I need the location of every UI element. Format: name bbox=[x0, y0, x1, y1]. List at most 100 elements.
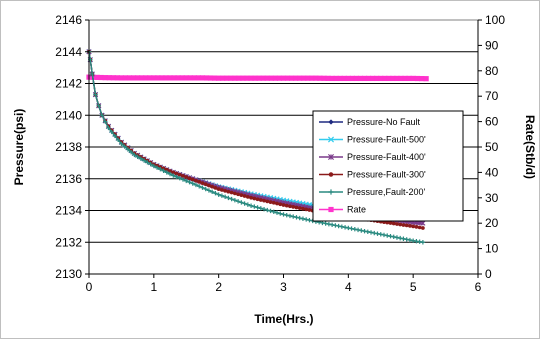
y-tick-label: 2142 bbox=[55, 77, 82, 91]
data-point bbox=[216, 192, 221, 197]
data-point bbox=[395, 222, 399, 226]
data-point bbox=[187, 179, 192, 185]
data-point bbox=[252, 75, 258, 81]
data-point bbox=[233, 191, 237, 196]
data-point bbox=[229, 196, 234, 202]
data-point bbox=[145, 160, 150, 165]
legend-marker bbox=[328, 206, 334, 213]
data-point bbox=[265, 207, 270, 213]
data-point bbox=[102, 75, 108, 81]
data-point bbox=[341, 75, 347, 82]
data-point bbox=[390, 75, 396, 82]
data-point bbox=[147, 75, 153, 81]
data-point bbox=[385, 220, 390, 225]
legend-label: Pressure-Fault-400' bbox=[347, 152, 426, 162]
data-point bbox=[103, 119, 108, 124]
data-point bbox=[151, 75, 157, 81]
data-point bbox=[342, 225, 348, 230]
axes bbox=[85, 19, 482, 278]
legend-item: Rate bbox=[319, 205, 366, 215]
y-axis-title: Pressure(psi) bbox=[12, 109, 26, 186]
data-point bbox=[365, 229, 370, 234]
data-point bbox=[303, 217, 309, 222]
data-point bbox=[194, 178, 198, 183]
data-point bbox=[391, 234, 396, 240]
data-point bbox=[388, 221, 393, 225]
y2-tick-label: 0 bbox=[485, 267, 492, 281]
data-point bbox=[378, 232, 383, 237]
data-point bbox=[398, 235, 403, 241]
data-point bbox=[171, 75, 177, 81]
data-point bbox=[229, 190, 234, 195]
data-point bbox=[249, 195, 253, 200]
data-point bbox=[236, 192, 240, 197]
data-point bbox=[200, 181, 205, 185]
data-point bbox=[262, 198, 266, 203]
data-point bbox=[407, 237, 413, 243]
data-point bbox=[161, 168, 166, 174]
data-point bbox=[381, 232, 387, 238]
data-point bbox=[106, 75, 112, 81]
data-point bbox=[337, 75, 343, 82]
data-point bbox=[414, 225, 419, 229]
data-point bbox=[301, 75, 307, 81]
data-point bbox=[370, 75, 376, 82]
legend-item: Pressure-Fault-300' bbox=[319, 170, 426, 180]
x-tick-label: 5 bbox=[410, 280, 417, 294]
data-point bbox=[281, 212, 286, 217]
legend-item: Pressure,Fault-200' bbox=[319, 187, 426, 197]
data-point bbox=[275, 201, 279, 206]
data-point bbox=[119, 141, 124, 147]
data-point bbox=[177, 172, 182, 177]
data-point bbox=[244, 75, 250, 81]
data-point bbox=[333, 223, 338, 228]
data-point bbox=[177, 176, 182, 181]
data-point bbox=[404, 223, 409, 228]
x-tick-label: 6 bbox=[475, 280, 482, 294]
data-point bbox=[382, 75, 388, 82]
data-point bbox=[239, 193, 244, 198]
y-tick-label: 2140 bbox=[55, 108, 82, 122]
data-point bbox=[323, 221, 328, 226]
data-point bbox=[213, 191, 218, 196]
data-point bbox=[179, 75, 185, 81]
data-point bbox=[268, 200, 273, 204]
data-point bbox=[203, 75, 210, 81]
data-point bbox=[232, 197, 238, 203]
data-point bbox=[304, 207, 309, 212]
data-point bbox=[183, 75, 189, 81]
data-point bbox=[223, 188, 228, 193]
data-point bbox=[126, 75, 133, 81]
data-point bbox=[352, 227, 358, 232]
data-point bbox=[93, 92, 98, 97]
data-point bbox=[305, 75, 311, 81]
data-point bbox=[374, 75, 380, 82]
data-point bbox=[353, 75, 360, 82]
data-point bbox=[125, 147, 131, 152]
data-point bbox=[151, 163, 157, 169]
y2-tick-label: 20 bbox=[485, 216, 499, 230]
y-tick-label: 2132 bbox=[55, 235, 82, 249]
data-point bbox=[357, 75, 364, 82]
series-5 bbox=[86, 74, 429, 82]
data-point bbox=[245, 202, 251, 207]
data-point bbox=[90, 71, 95, 77]
data-point bbox=[301, 206, 305, 211]
data-point bbox=[171, 173, 176, 178]
data-point bbox=[184, 175, 189, 180]
data-point bbox=[222, 194, 228, 200]
data-point bbox=[284, 212, 289, 218]
data-point bbox=[110, 75, 116, 81]
data-point bbox=[404, 237, 409, 242]
legend-marker bbox=[328, 119, 334, 125]
data-point bbox=[300, 216, 306, 221]
data-point bbox=[313, 75, 319, 81]
data-point bbox=[256, 75, 262, 81]
y2-tick-label: 30 bbox=[485, 191, 499, 205]
data-point bbox=[258, 198, 263, 202]
data-point bbox=[220, 75, 226, 81]
y-tick-label: 2138 bbox=[55, 140, 82, 154]
data-point bbox=[394, 75, 400, 82]
data-point bbox=[255, 197, 260, 202]
data-point bbox=[375, 231, 380, 236]
